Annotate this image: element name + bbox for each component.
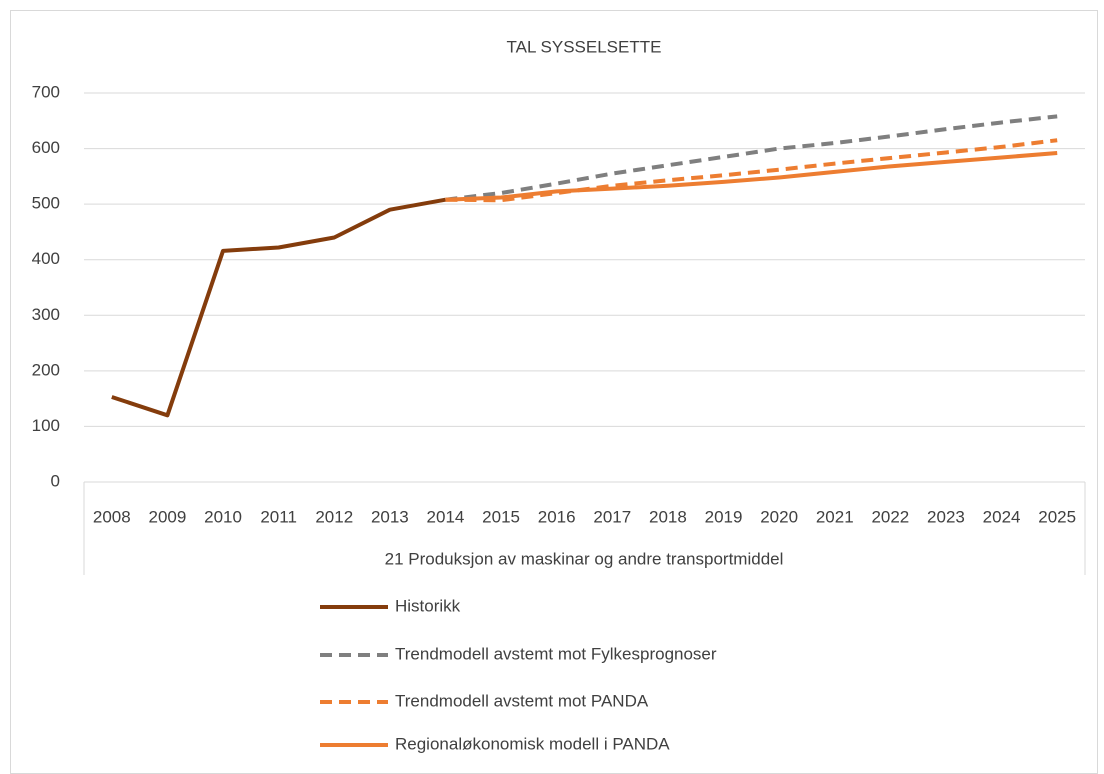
x-tick-label: 2009 bbox=[149, 507, 187, 526]
x-tick-label: 2022 bbox=[871, 507, 909, 526]
y-tick-label: 200 bbox=[32, 360, 60, 379]
x-tick-label: 2020 bbox=[760, 507, 798, 526]
x-tick-label: 2012 bbox=[315, 507, 353, 526]
legend-label: Regionaløkonomisk modell i PANDA bbox=[395, 734, 670, 753]
y-tick-label: 100 bbox=[32, 416, 60, 435]
x-tick-label: 2013 bbox=[371, 507, 409, 526]
x-tick-label: 2025 bbox=[1038, 507, 1076, 526]
series-line bbox=[111, 197, 446, 418]
series-line bbox=[445, 114, 1058, 202]
y-tick-label: 700 bbox=[32, 82, 60, 101]
series-line bbox=[445, 151, 1058, 202]
x-tick-label: 2008 bbox=[93, 507, 131, 526]
y-tick-label: 400 bbox=[32, 249, 60, 268]
x-tick-label: 2019 bbox=[705, 507, 743, 526]
x-tick-label: 2011 bbox=[260, 507, 297, 526]
y-tick-label: 300 bbox=[32, 305, 60, 324]
y-tick-label: 600 bbox=[32, 138, 60, 157]
x-tick-label: 2017 bbox=[593, 507, 631, 526]
x-tick-label: 2015 bbox=[482, 507, 520, 526]
x-tick-label: 2021 bbox=[816, 507, 854, 526]
x-tick-label: 2023 bbox=[927, 507, 965, 526]
legend-label: Historikk bbox=[395, 596, 461, 615]
chart-title: TAL SYSSELSETTE bbox=[507, 37, 662, 56]
chart-border bbox=[10, 10, 1098, 774]
y-tick-label: 500 bbox=[32, 194, 60, 213]
x-tick-label: 2010 bbox=[204, 507, 242, 526]
x-tick-label: 2018 bbox=[649, 507, 687, 526]
x-tick-label: 2014 bbox=[427, 507, 465, 526]
y-tick-label: 0 bbox=[51, 471, 60, 490]
legend-label: Trendmodell avstemt mot Fylkesprognoser bbox=[395, 644, 717, 663]
x-tick-label: 2016 bbox=[538, 507, 576, 526]
category-group-label: 21 Produksjon av maskinar og andre trans… bbox=[385, 549, 784, 568]
x-tick-label: 2024 bbox=[983, 507, 1021, 526]
legend-label: Trendmodell avstemt mot PANDA bbox=[395, 691, 649, 710]
